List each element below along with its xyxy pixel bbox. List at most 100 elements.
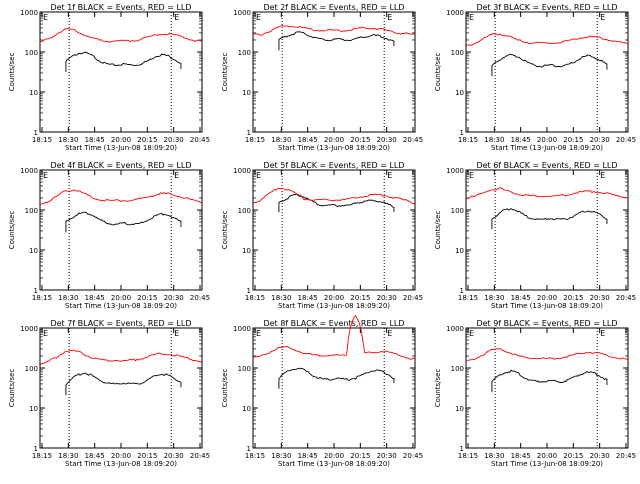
y-tick-label: 1 [460, 287, 464, 295]
series-black-events [278, 31, 395, 51]
x-tick-label: 18:30 [271, 136, 291, 144]
x-axis-label: Start Time (13-Jun-08 18:09:20) [65, 460, 177, 468]
series-red-lld [465, 348, 629, 362]
series-red-lld [465, 187, 629, 200]
panel-3: Det 3f BLACK = Events, RED = LLD Counts/s… [434, 3, 636, 152]
x-tick-label: 20:45 [403, 136, 423, 144]
y-tick-label: 100 [451, 365, 464, 373]
panel-6: Det 6f BLACK = Events, RED = LLD Counts/s… [434, 161, 636, 310]
x-tick-label: 18:15 [32, 452, 52, 460]
event-marker-label: E [600, 13, 605, 22]
panel-title: Det 3f BLACK = Events, RED = LLD [476, 3, 617, 12]
x-tick-label: 18:45 [298, 294, 318, 302]
y-tick-label: 10 [29, 405, 38, 413]
x-tick-label: 20:45 [403, 294, 423, 302]
y-axis-label: Counts/sec [221, 369, 229, 408]
y-tick-label: 1 [34, 445, 38, 453]
x-axis-label: Start Time (13-Jun-08 18:09:20) [278, 302, 390, 310]
event-marker-label: E [256, 171, 261, 180]
event-marker-label: E [256, 13, 261, 22]
x-axis-label: Start Time (13-Jun-08 18:09:20) [491, 144, 603, 152]
x-tick-label: 18:15 [245, 452, 265, 460]
y-tick-label: 10 [455, 247, 464, 255]
x-tick-label: 20:30 [164, 294, 184, 302]
x-tick-label: 18:15 [32, 294, 52, 302]
event-marker-label: E [600, 171, 605, 180]
y-tick-label: 100 [25, 49, 38, 57]
panel-8: Det 8f BLACK = Events, RED = LLD Counts/s… [221, 314, 423, 468]
x-tick-label: 20:15 [563, 136, 583, 144]
y-tick-label: 100 [25, 207, 38, 215]
x-tick-label: 18:15 [458, 136, 478, 144]
x-axis-label: Start Time (13-Jun-08 18:09:20) [278, 460, 390, 468]
event-marker-label: E [600, 329, 605, 338]
series-red-lld [39, 28, 203, 43]
event-marker-label: E [43, 171, 48, 180]
y-tick-label: 1000 [233, 9, 251, 17]
y-tick-label: 10 [242, 89, 251, 97]
y-axis-label: Counts/sec [8, 211, 16, 250]
x-tick-label: 20:30 [377, 452, 397, 460]
y-tick-label: 1 [460, 129, 464, 137]
y-tick-label: 1000 [233, 325, 251, 333]
y-tick-label: 1000 [20, 9, 38, 17]
panel-title: Det 1f BLACK = Events, RED = LLD [50, 3, 191, 12]
series-red-lld [39, 349, 203, 366]
y-tick-label: 10 [455, 405, 464, 413]
y-axis-label: Counts/sec [8, 53, 16, 92]
plot-frame [465, 169, 629, 291]
plot-frame [39, 327, 203, 449]
event-marker-label: E [256, 329, 261, 338]
x-tick-label: 20:00 [324, 294, 344, 302]
event-marker-label: E [43, 13, 48, 22]
x-axis-label: Start Time (13-Jun-08 18:09:20) [65, 302, 177, 310]
x-axis-label: Start Time (13-Jun-08 18:09:20) [278, 144, 390, 152]
x-tick-label: 18:30 [271, 452, 291, 460]
x-axis-label: Start Time (13-Jun-08 18:09:20) [65, 144, 177, 152]
y-tick-label: 1 [247, 445, 251, 453]
x-tick-label: 20:45 [190, 452, 210, 460]
y-tick-label: 1000 [20, 325, 38, 333]
x-tick-label: 18:30 [58, 294, 78, 302]
x-tick-label: 20:00 [111, 136, 131, 144]
y-axis-label: Counts/sec [221, 211, 229, 250]
y-axis-label: Counts/sec [8, 369, 16, 408]
series-black-events [278, 367, 395, 389]
y-axis-label: Counts/sec [434, 53, 442, 92]
x-tick-label: 18:45 [85, 452, 105, 460]
panel-title: Det 2f BLACK = Events, RED = LLD [263, 3, 404, 12]
x-tick-label: 20:30 [377, 294, 397, 302]
event-marker-label: E [387, 329, 392, 338]
x-tick-label: 20:15 [350, 452, 370, 460]
panel-title: Det 4f BLACK = Events, RED = LLD [50, 161, 191, 170]
x-tick-label: 20:30 [377, 136, 397, 144]
series-black-events [491, 369, 608, 393]
series-black-events [65, 211, 182, 233]
panel-5: Det 5f BLACK = Events, RED = LLD Counts/s… [221, 161, 423, 310]
x-tick-label: 20:30 [164, 452, 184, 460]
x-tick-label: 20:00 [537, 294, 557, 302]
plot-frame [39, 169, 203, 291]
x-tick-label: 18:45 [85, 294, 105, 302]
x-tick-label: 18:45 [85, 136, 105, 144]
panel-7: Det 7f BLACK = Events, RED = LLD Counts/s… [8, 319, 210, 468]
x-tick-label: 18:15 [458, 452, 478, 460]
y-tick-label: 100 [238, 365, 251, 373]
panel-title: Det 9f BLACK = Events, RED = LLD [476, 319, 617, 328]
event-marker-label: E [469, 13, 474, 22]
y-tick-label: 1000 [446, 167, 464, 175]
series-red-lld [252, 187, 416, 205]
y-tick-label: 1000 [233, 167, 251, 175]
y-tick-label: 1000 [446, 9, 464, 17]
x-tick-label: 18:30 [484, 294, 504, 302]
x-tick-label: 20:30 [590, 452, 610, 460]
panel-1: Det 1f BLACK = Events, RED = LLD Counts/s… [8, 3, 210, 152]
x-tick-label: 20:45 [616, 294, 636, 302]
x-tick-label: 18:30 [484, 136, 504, 144]
x-tick-label: 20:00 [111, 452, 131, 460]
series-black-events [491, 208, 608, 230]
x-tick-label: 18:15 [245, 294, 265, 302]
y-tick-label: 100 [451, 49, 464, 57]
